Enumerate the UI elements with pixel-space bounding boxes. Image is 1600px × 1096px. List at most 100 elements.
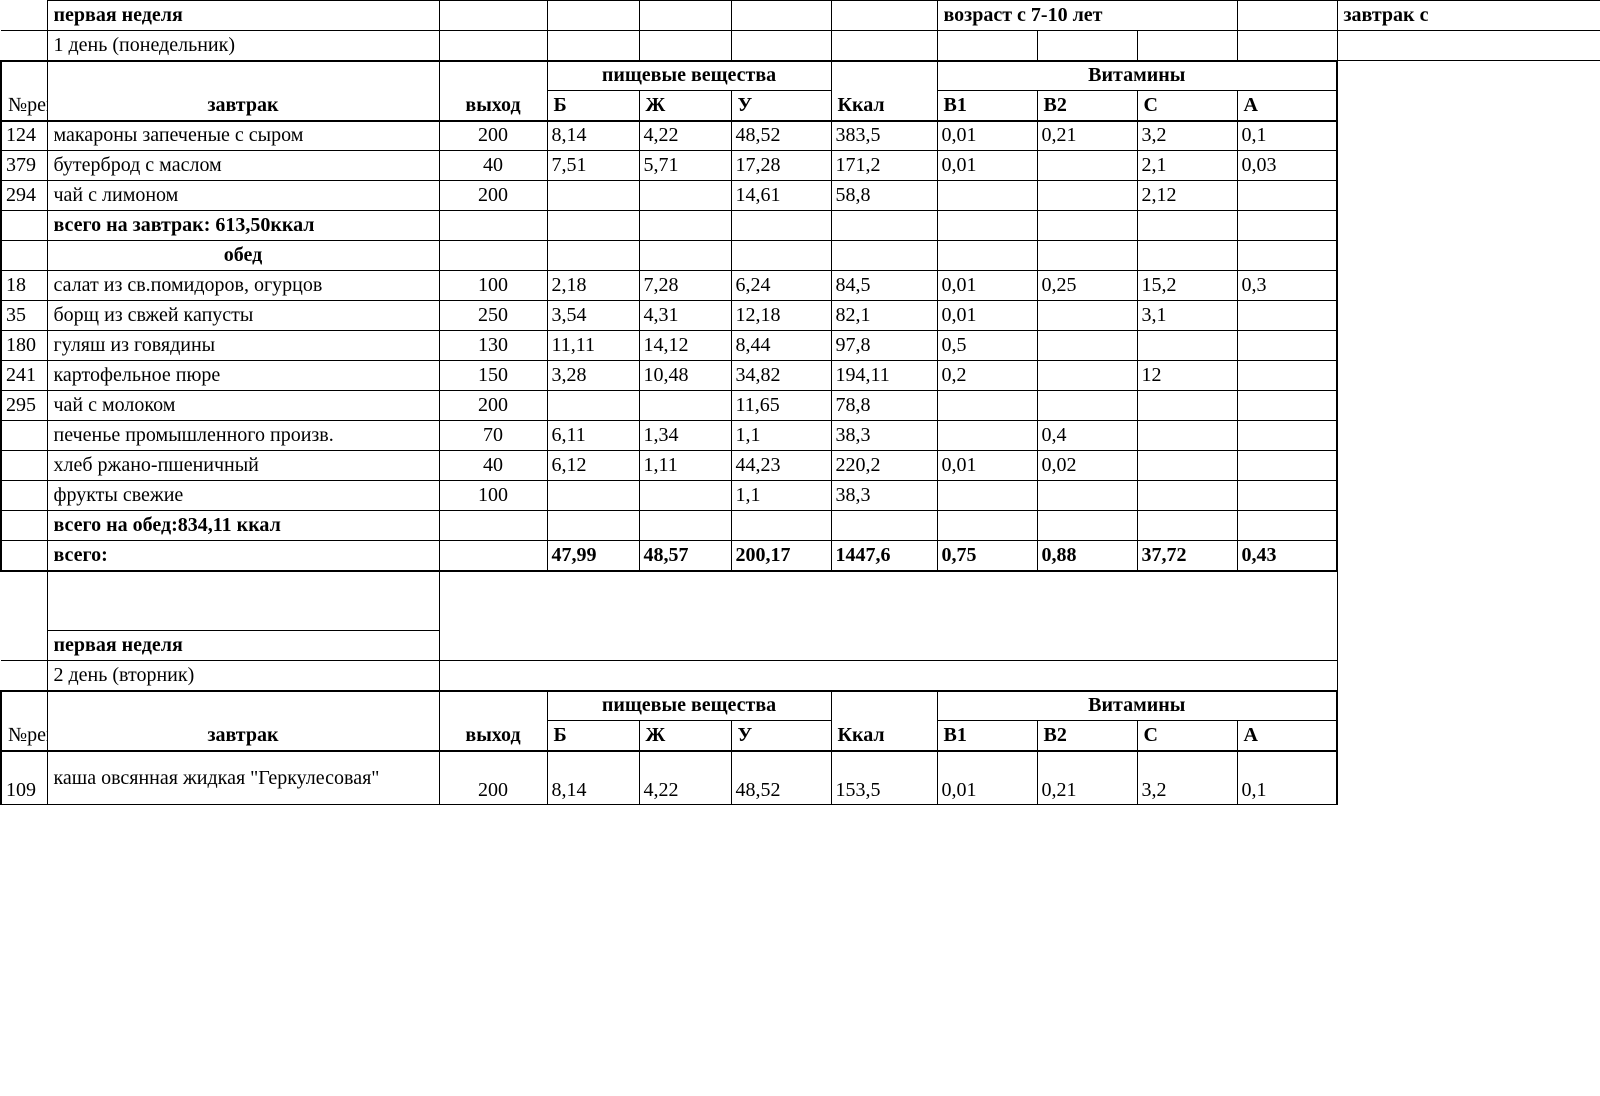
hdr-zh: Ж xyxy=(639,91,731,121)
hdr-name: завтрак xyxy=(47,721,439,751)
cell-name: каша овсянная жидкая "Геркулесовая" xyxy=(47,751,439,805)
hdr-rec: №рец xyxy=(1,721,47,751)
breakfast-total-label: всего на завтрак: 613,50ккал xyxy=(47,211,439,241)
cell-name: гуляш из говядины xyxy=(47,331,439,361)
cell-out: 100 xyxy=(439,271,547,301)
hdr-out: выход xyxy=(439,721,547,751)
cell-out: 200 xyxy=(439,181,547,211)
hdr-zh: Ж xyxy=(639,721,731,751)
cell-name: салат из св.помидоров, огурцов xyxy=(47,271,439,301)
cell-name: хлеб ржано-пшеничный xyxy=(47,451,439,481)
breakfast-total-row: всего на завтрак: 613,50ккал xyxy=(1,211,1600,241)
blank-row xyxy=(1,571,1600,601)
breakfast-from-label: завтрак с xyxy=(1337,1,1600,31)
week-label-2: первая неделя xyxy=(47,631,439,661)
cell-rec: 109 xyxy=(1,751,47,805)
lunch-row: 241картофельное пюре1503,2810,4834,82194… xyxy=(1,361,1600,391)
hdr-b: Б xyxy=(547,721,639,751)
hdr-b1: B1 xyxy=(937,721,1037,751)
lunch-row: хлеб ржано-пшеничный406,121,1144,23220,2… xyxy=(1,451,1600,481)
cell-out: 40 xyxy=(439,151,547,181)
cell-name: бутерброд с маслом xyxy=(47,151,439,181)
cell-out: 200 xyxy=(439,751,547,805)
hdr-c: C xyxy=(1137,721,1237,751)
meta-row-2: первая неделя xyxy=(1,631,1600,661)
hdr-b: Б xyxy=(547,91,639,121)
hdr-u: У xyxy=(731,721,831,751)
meta-row: первая неделя возраст с 7-10 лет завтрак с xyxy=(1,1,1600,31)
lunch-row: 180гуляш из говядины13011,1114,128,4497,… xyxy=(1,331,1600,361)
cell-rec xyxy=(1,421,47,451)
cell-out: 250 xyxy=(439,301,547,331)
lunch-row: 35борщ из свжей капусты2503,544,3112,188… xyxy=(1,301,1600,331)
cell-out: 130 xyxy=(439,331,547,361)
cell-rec xyxy=(1,481,47,511)
grand-total-row: всего:47,9948,57200,171447,60,750,8837,7… xyxy=(1,541,1600,571)
hdr-vitamins: Витамины xyxy=(937,61,1337,91)
menu-table: первая неделя возраст с 7-10 лет завтрак с… xyxy=(0,0,1600,805)
cell-name: чай с молоком xyxy=(47,391,439,421)
header-row-2: №рецзавтраквыходБЖУКкалB1B2CA xyxy=(1,91,1600,121)
lunch-total-row: всего на обед:834,11 ккал xyxy=(1,511,1600,541)
cell-out: 200 xyxy=(439,121,547,151)
cell-rec: 35 xyxy=(1,301,47,331)
breakfast-row: 124макароны запеченые с сыром2008,144,22… xyxy=(1,121,1600,151)
cell-name: борщ из свжей капусты xyxy=(47,301,439,331)
hdr-b1: B1 xyxy=(937,91,1037,121)
lunch-title: обед xyxy=(47,241,439,271)
lunch-row: фрукты свежие1001,138,3 xyxy=(1,481,1600,511)
cell-name: печенье промышленного произв. xyxy=(47,421,439,451)
cell-rec: 295 xyxy=(1,391,47,421)
week-label: первая неделя xyxy=(47,1,439,31)
hdr-kcal: Ккал xyxy=(831,91,937,121)
hdr-a: A xyxy=(1237,91,1337,121)
hdr-rec: №рец xyxy=(1,91,47,121)
table-body: первая неделя возраст с 7-10 лет завтрак с… xyxy=(1,1,1600,805)
cell-rec: 18 xyxy=(1,271,47,301)
cell-out: 100 xyxy=(439,481,547,511)
breakfast-row: 294чай с лимоном20014,6158,82,12 xyxy=(1,181,1600,211)
day-row: 1 день (понедельник) xyxy=(1,31,1600,61)
cell-rec: 241 xyxy=(1,361,47,391)
cell-out: 150 xyxy=(439,361,547,391)
breakfast-row: 379бутерброд с маслом407,515,7117,28171,… xyxy=(1,151,1600,181)
header-row-1: пищевые вещества Витамины xyxy=(1,691,1600,721)
lunch-row: печенье промышленного произв.706,111,341… xyxy=(1,421,1600,451)
lunch-row: 295чай с молоком20011,6578,8 xyxy=(1,391,1600,421)
hdr-nutrients: пищевые вещества xyxy=(547,691,831,721)
hdr-vitamins: Витамины xyxy=(937,691,1337,721)
header-row-1: пищевые вещества Витамины xyxy=(1,61,1600,91)
cell-rec: 180 xyxy=(1,331,47,361)
hdr-u: У xyxy=(731,91,831,121)
cell-rec xyxy=(1,451,47,481)
hdr-name: завтрак xyxy=(47,91,439,121)
lunch-total-label: всего на обед:834,11 ккал xyxy=(47,511,439,541)
hdr-c: C xyxy=(1137,91,1237,121)
cell-out: 40 xyxy=(439,451,547,481)
day-row-2: 2 день (вторник) xyxy=(1,661,1600,691)
cell-name: картофельное пюре xyxy=(47,361,439,391)
cell-out: 70 xyxy=(439,421,547,451)
header-row-2: №рецзавтраквыходБЖУКкалB1B2CA xyxy=(1,721,1600,751)
day-label-2: 2 день (вторник) xyxy=(47,661,439,691)
hdr-nutrients: пищевые вещества xyxy=(547,61,831,91)
hdr-out: выход xyxy=(439,91,547,121)
age-label: возраст с 7-10 лет xyxy=(937,1,1237,31)
day2-row: 109каша овсянная жидкая "Геркулесовая"20… xyxy=(1,751,1600,805)
cell-name: макароны запеченые с сыром xyxy=(47,121,439,151)
cell-name: чай с лимоном xyxy=(47,181,439,211)
cell-rec: 124 xyxy=(1,121,47,151)
cell-rec: 379 xyxy=(1,151,47,181)
cell-rec: 294 xyxy=(1,181,47,211)
hdr-kcal: Ккал xyxy=(831,721,937,751)
blank-row xyxy=(1,601,1600,631)
cell-name: фрукты свежие xyxy=(47,481,439,511)
grand-total-label: всего: xyxy=(47,541,439,571)
hdr-a: A xyxy=(1237,721,1337,751)
lunch-row: 18салат из св.помидоров, огурцов1002,187… xyxy=(1,271,1600,301)
hdr-b2: B2 xyxy=(1037,721,1137,751)
hdr-b2: B2 xyxy=(1037,91,1137,121)
cell-out: 200 xyxy=(439,391,547,421)
lunch-title-row: обед xyxy=(1,241,1600,271)
day-label: 1 день (понедельник) xyxy=(47,31,439,61)
